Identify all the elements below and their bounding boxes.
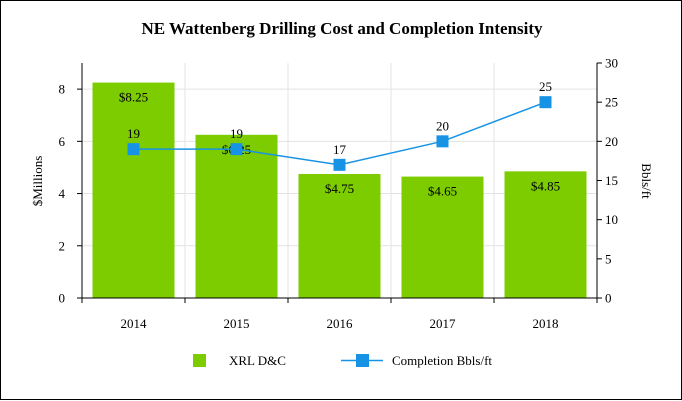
x-tick-label: 2016 [327,316,354,331]
y-tick-label: 8 [59,82,66,97]
chart-title: NE Wattenberg Drilling Cost and Completi… [141,19,543,38]
legend: XRL D&C Completion Bbls/ft [193,353,492,368]
bar-value-label: $4.65 [428,184,457,199]
y-tick-label: 6 [59,134,66,149]
legend-marker-completion [356,354,369,367]
bar-value-label: $4.85 [531,178,560,193]
line-marker [539,96,552,109]
legend-swatch-xrl [193,354,206,367]
line-value-label: 19 [230,126,243,141]
y2-tick-label: 10 [605,212,618,227]
y-tick-label: 2 [59,238,66,253]
bar [401,176,484,298]
y2-tick-label: 25 [605,95,618,110]
bar-value-label: $4.75 [325,181,354,196]
y-axis-label: $Millions [30,156,45,207]
bar-series: $8.25$6.25$4.75$4.65$4.85 [92,82,587,298]
legend-label-xrl: XRL D&C [229,353,286,368]
x-tick-label: 2015 [224,316,250,331]
line-marker [333,158,346,171]
line-value-label: 25 [539,79,552,94]
bar [92,82,175,298]
line-value-label: 20 [436,118,449,133]
x-tick-label: 2014 [121,316,148,331]
y2-tick-label: 0 [605,291,612,306]
y2-tick-label: 30 [605,56,618,71]
bar [195,134,278,298]
y2-tick-label: 15 [605,173,618,188]
bar [504,171,587,298]
x-tick-label: 2018 [533,316,559,331]
bar [298,173,381,298]
bar-value-label: $8.25 [119,90,148,105]
line-marker [436,135,449,148]
y2-tick-label: 5 [605,251,612,266]
line-marker [230,143,243,156]
line-series: 19 19 17 20 25 [127,79,552,171]
line-marker [127,143,140,156]
line-value-label: 19 [127,126,140,141]
legend-label-completion: Completion Bbls/ft [392,353,492,368]
x-tick-label: 2017 [430,316,457,331]
line-value-label: 17 [333,142,347,157]
y2-tick-label: 20 [605,134,618,149]
y2-axis-label: Bbls/ft [639,163,654,199]
y-tick-label: 0 [59,291,66,306]
y-tick-label: 4 [59,186,66,201]
